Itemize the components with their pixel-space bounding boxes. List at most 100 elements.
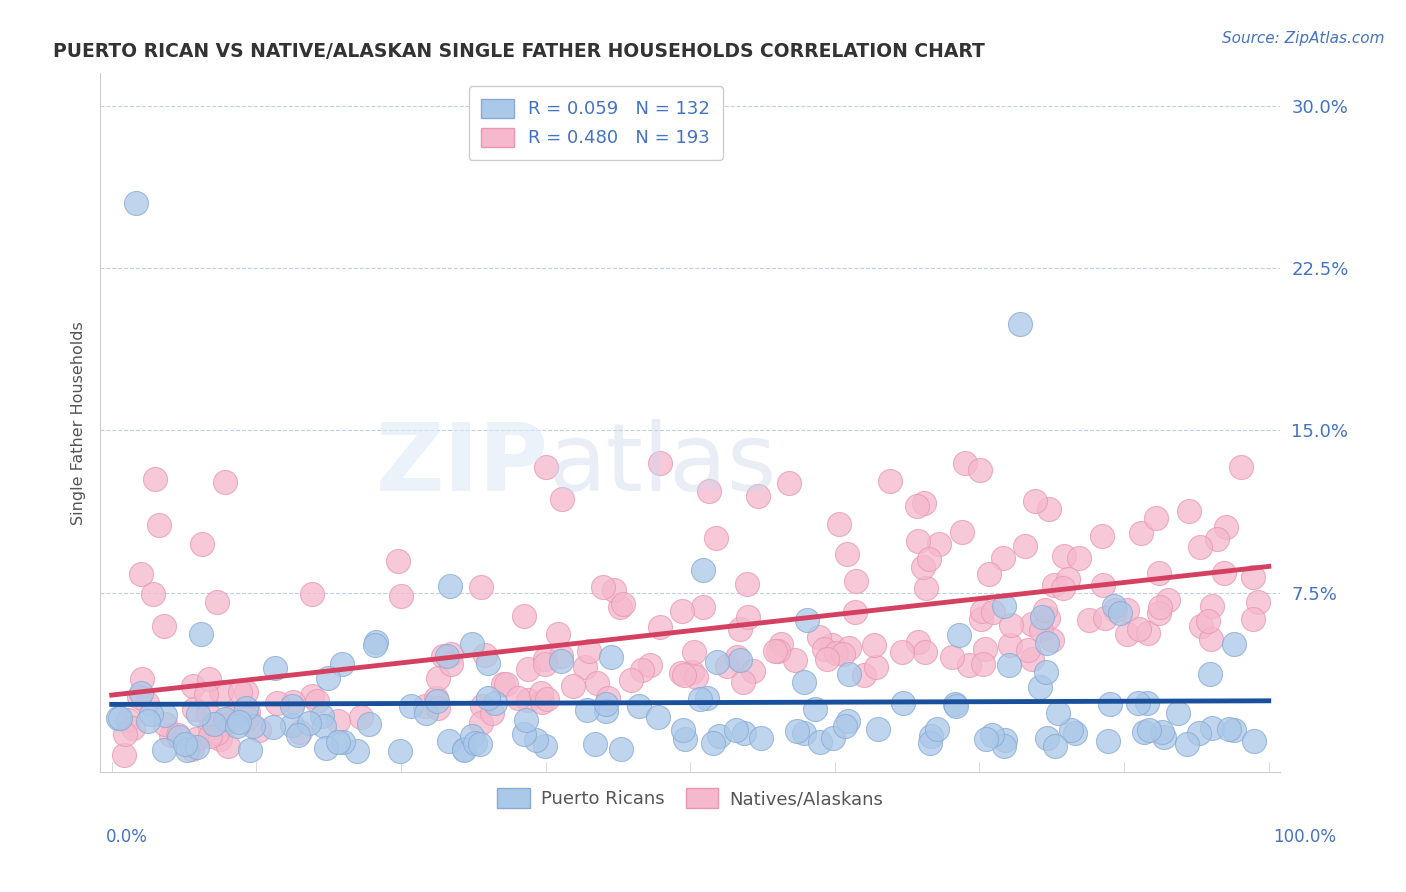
Point — [891, 645, 914, 659]
Point — [973, 641, 995, 656]
Point — [1241, 570, 1264, 584]
Point — [364, 638, 387, 652]
Point — [533, 657, 555, 672]
Point — [238, 706, 260, 720]
Point — [681, 665, 703, 679]
Point — [914, 645, 936, 659]
Text: 100.0%: 100.0% — [1272, 828, 1336, 846]
Point — [1052, 549, 1074, 563]
Point — [672, 723, 695, 737]
Point — [1188, 540, 1211, 554]
Point — [950, 524, 973, 539]
Point — [731, 675, 754, 690]
Point — [692, 599, 714, 614]
Point — [915, 581, 938, 595]
Point — [153, 619, 176, 633]
Point — [1029, 680, 1052, 694]
Point — [131, 672, 153, 686]
Point — [1205, 532, 1227, 546]
Point — [427, 671, 450, 685]
Point — [1215, 520, 1237, 534]
Point — [1035, 665, 1057, 679]
Point — [461, 637, 484, 651]
Point — [997, 657, 1019, 672]
Point — [1014, 540, 1036, 554]
Point — [425, 690, 447, 705]
Point — [977, 567, 1000, 582]
Point — [1097, 734, 1119, 748]
Point — [328, 714, 350, 728]
Point — [247, 723, 270, 737]
Point — [436, 648, 458, 663]
Point — [969, 463, 991, 477]
Point — [1038, 610, 1060, 624]
Point — [1035, 636, 1057, 650]
Point — [941, 650, 963, 665]
Point — [141, 707, 163, 722]
Point — [619, 673, 641, 687]
Point — [1198, 667, 1220, 681]
Point — [779, 476, 801, 491]
Point — [998, 638, 1021, 652]
Point — [209, 685, 232, 699]
Point — [229, 685, 252, 699]
Point — [550, 654, 572, 668]
Point — [1104, 603, 1126, 617]
Point — [793, 726, 815, 740]
Point — [1052, 581, 1074, 595]
Point — [474, 648, 496, 663]
Point — [1078, 613, 1101, 627]
Point — [440, 657, 463, 671]
Point — [837, 714, 859, 729]
Point — [1128, 697, 1150, 711]
Point — [1064, 725, 1087, 739]
Point — [785, 653, 807, 667]
Point — [1241, 612, 1264, 626]
Point — [1247, 595, 1270, 609]
Point — [1149, 566, 1171, 580]
Point — [399, 699, 422, 714]
Point — [561, 679, 583, 693]
Point — [316, 671, 339, 685]
Point — [852, 668, 875, 682]
Point — [432, 648, 454, 663]
Point — [808, 630, 831, 644]
Point — [235, 700, 257, 714]
Point — [640, 658, 662, 673]
Point — [387, 553, 409, 567]
Point — [1128, 622, 1150, 636]
Point — [228, 714, 250, 729]
Point — [481, 706, 503, 721]
Point — [214, 475, 236, 489]
Point — [918, 551, 941, 566]
Point — [1090, 528, 1112, 542]
Point — [707, 730, 730, 744]
Point — [1243, 733, 1265, 747]
Point — [235, 685, 257, 699]
Point — [943, 698, 966, 712]
Text: Source: ZipAtlas.com: Source: ZipAtlas.com — [1222, 31, 1385, 46]
Point — [831, 647, 853, 661]
Point — [1031, 624, 1053, 638]
Point — [551, 491, 574, 506]
Point — [1188, 726, 1211, 740]
Point — [728, 653, 751, 667]
Point — [470, 580, 492, 594]
Point — [766, 644, 789, 658]
Point — [925, 722, 948, 736]
Point — [453, 742, 475, 756]
Point — [1102, 599, 1125, 614]
Point — [845, 574, 868, 588]
Point — [298, 716, 321, 731]
Point — [287, 728, 309, 742]
Point — [1136, 696, 1159, 710]
Point — [583, 738, 606, 752]
Point — [972, 657, 994, 672]
Point — [346, 744, 368, 758]
Point — [534, 739, 557, 753]
Point — [328, 735, 350, 749]
Point — [186, 740, 208, 755]
Point — [529, 686, 551, 700]
Point — [194, 687, 217, 701]
Point — [517, 693, 540, 707]
